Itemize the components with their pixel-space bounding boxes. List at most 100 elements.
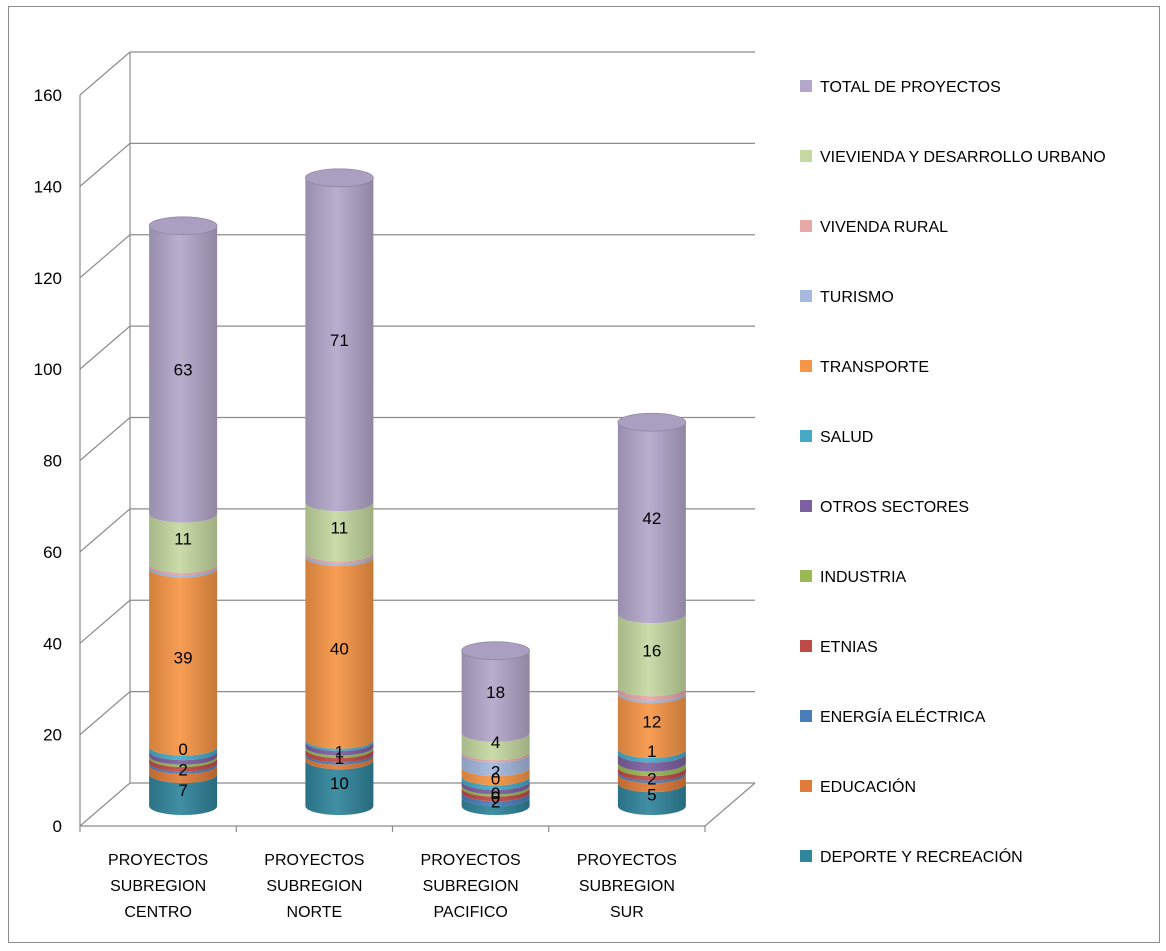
bar-segment [305, 739, 374, 752]
x-tick-label: PROYECTOS [264, 852, 364, 869]
data-label: 39 [174, 649, 193, 668]
gridline-side [79, 234, 131, 279]
data-label: 1 [335, 749, 344, 768]
legend-label: VIVENDA RURAL [820, 219, 948, 236]
bar-top-cap [305, 168, 374, 188]
bar-segment [149, 755, 218, 768]
bar-segment [617, 748, 686, 763]
legend-swatch [800, 570, 812, 582]
legend-swatch [800, 710, 812, 722]
bar-segment [305, 748, 374, 763]
data-label: 2 [178, 760, 187, 779]
legend-label: DEPORTE Y RECREACIÓN [820, 847, 1023, 866]
bar-segment [305, 755, 374, 770]
y-tick-label: 80 [43, 452, 62, 471]
data-label: 2 [491, 792, 500, 811]
legend-label: TOTAL DE PROYECTOS [820, 79, 1001, 96]
data-label: 2 [647, 770, 656, 789]
bar-segment [305, 177, 374, 512]
bar-segment [617, 691, 686, 704]
bar-segment [305, 760, 374, 815]
bar-segment [461, 787, 530, 802]
legend-swatch [800, 500, 812, 512]
bar-segment [461, 776, 530, 790]
bar-segment [617, 687, 686, 701]
data-label: 0 [491, 770, 500, 789]
gridline-side [79, 691, 131, 736]
bar-segment [305, 552, 374, 564]
gridline-side [79, 782, 131, 827]
data-label: 0 [491, 788, 500, 807]
legend-label: SALUD [820, 429, 873, 446]
legend-swatch [800, 780, 812, 792]
bar-segment [461, 796, 530, 815]
x-tick-label: SUBREGION [110, 878, 206, 895]
data-label: 11 [331, 518, 349, 537]
y-tick-label: 140 [34, 177, 62, 196]
data-label: 7 [178, 781, 187, 800]
bar-segment [305, 502, 374, 562]
data-label: 1 [335, 743, 344, 762]
bar-segment [149, 568, 218, 756]
bar-segment [149, 751, 218, 765]
data-label: 4 [491, 733, 500, 752]
gridline-side [79, 599, 131, 644]
bar-segment [617, 762, 686, 777]
data-label: 63 [174, 361, 193, 380]
bar-segment [461, 785, 530, 797]
legend-label: EDUCACIÓN [820, 777, 916, 796]
legend-swatch [800, 80, 812, 92]
data-label: 0 [491, 784, 500, 803]
legend-label: ETNIAS [820, 639, 878, 656]
legend-label: INDUSTRIA [820, 569, 907, 586]
x-tick-label: SUR [610, 904, 644, 921]
bar-segment [461, 792, 530, 806]
data-label: 18 [486, 683, 505, 702]
y-tick-label: 0 [53, 817, 62, 836]
bar-segment [305, 557, 374, 749]
bar-top-cap [148, 216, 218, 236]
bar-segment [149, 513, 218, 573]
data-label: 71 [330, 331, 349, 350]
bar-segment [461, 751, 530, 763]
gridline-side [79, 142, 131, 187]
data-label: 16 [642, 642, 661, 661]
x-tick-label: PROYECTOS [108, 852, 208, 869]
data-label: 11 [174, 530, 192, 549]
data-label: 40 [330, 639, 349, 658]
bar-top-cap [461, 641, 530, 660]
data-label: 1 [647, 742, 656, 761]
legend-label: TURISMO [820, 289, 894, 306]
bar-segment [461, 767, 530, 786]
legend-swatch [800, 290, 812, 302]
y-tick-label: 60 [43, 543, 62, 562]
bar-segment [617, 694, 686, 758]
data-label: 12 [642, 712, 661, 731]
y-tick-label: 20 [43, 726, 62, 745]
bar-segment [461, 753, 530, 777]
gridline-side [79, 417, 131, 461]
y-tick-label: 120 [34, 269, 62, 288]
bar-segment [305, 742, 374, 756]
x-tick-label: SUBREGION [423, 878, 519, 895]
legend-label: ENERGÍA ELÉCTRICA [820, 707, 986, 726]
x-tick-label: SUBREGION [579, 878, 675, 895]
data-label: 42 [642, 509, 661, 528]
data-label: 10 [330, 774, 349, 793]
bar-segment [305, 753, 374, 765]
bar-segment [149, 566, 218, 578]
bar-segment [149, 758, 218, 772]
x-tick-label: PACIFICO [433, 904, 507, 921]
bar-segment [617, 767, 686, 781]
bar-segment [617, 422, 686, 624]
legend-swatch [800, 360, 812, 372]
legend-swatch [800, 220, 812, 232]
legend-label: VIEVIENDA Y DESARROLLO URBANO [820, 149, 1106, 166]
bar-segment [149, 774, 218, 815]
bar-segment [617, 783, 686, 815]
y-tick-label: 100 [34, 360, 62, 379]
bar-segment [305, 746, 374, 758]
bar-segment [461, 780, 530, 795]
bar-top-cap [617, 412, 687, 432]
